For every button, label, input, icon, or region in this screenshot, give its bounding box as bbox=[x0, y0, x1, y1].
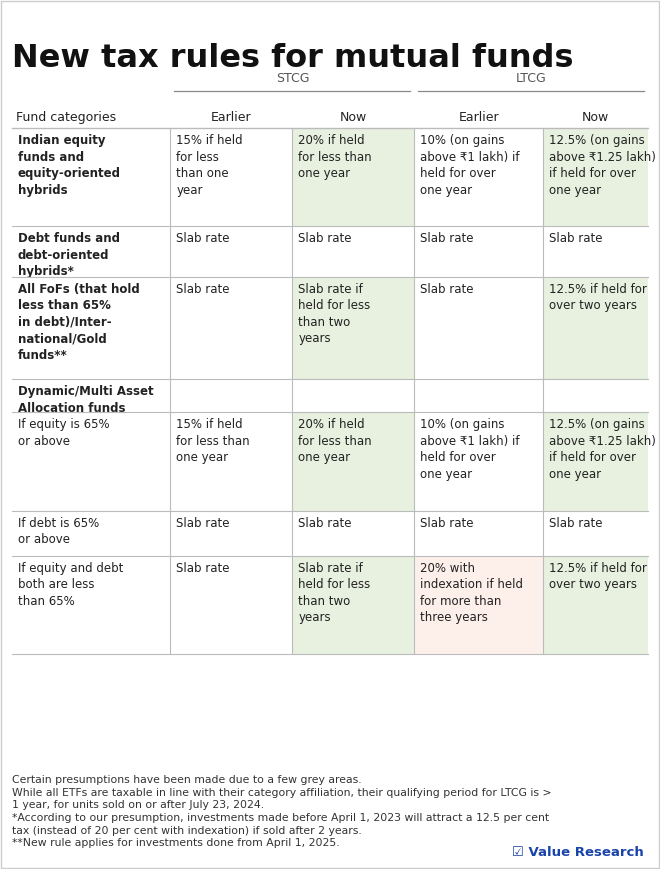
Text: 1 year, for units sold on or after July 23, 2024.: 1 year, for units sold on or after July … bbox=[12, 800, 264, 811]
Text: 12.5% (on gains
above ₹1.25 lakh)
if held for over
one year: 12.5% (on gains above ₹1.25 lakh) if hel… bbox=[549, 134, 656, 196]
Text: Earlier: Earlier bbox=[211, 111, 251, 124]
Text: 15% if held
for less than
one year: 15% if held for less than one year bbox=[176, 418, 250, 464]
Text: All FoFs (that hold
less than 65%
in debt)/Inter-
national/Gold
funds**: All FoFs (that hold less than 65% in deb… bbox=[18, 282, 140, 362]
Text: Slab rate: Slab rate bbox=[176, 516, 230, 529]
Text: Indian equity
funds and
equity-oriented
hybrids: Indian equity funds and equity-oriented … bbox=[18, 134, 121, 196]
Text: If debt is 65%
or above: If debt is 65% or above bbox=[18, 516, 99, 546]
Text: 20% with
indexation if held
for more than
three years: 20% with indexation if held for more tha… bbox=[420, 561, 523, 624]
Bar bbox=[543, 556, 648, 654]
Bar bbox=[543, 129, 648, 227]
Text: STCG: STCG bbox=[276, 72, 309, 85]
Text: Slab rate: Slab rate bbox=[176, 561, 230, 574]
Text: Slab rate if
held for less
than two
years: Slab rate if held for less than two year… bbox=[298, 561, 371, 624]
Text: 20% if held
for less than
one year: 20% if held for less than one year bbox=[298, 134, 372, 180]
Text: 20% if held
for less than
one year: 20% if held for less than one year bbox=[298, 418, 372, 464]
Text: Dynamic/Multi Asset
Allocation funds: Dynamic/Multi Asset Allocation funds bbox=[18, 385, 154, 415]
Bar bbox=[292, 129, 414, 227]
Text: Slab rate: Slab rate bbox=[298, 516, 352, 529]
Text: New tax rules for mutual funds: New tax rules for mutual funds bbox=[12, 43, 574, 75]
Bar bbox=[543, 413, 648, 511]
Text: tax (instead of 20 per cent with indexation) if sold after 2 years.: tax (instead of 20 per cent with indexat… bbox=[12, 826, 362, 836]
Text: **New rule applies for investments done from April 1, 2025.: **New rule applies for investments done … bbox=[12, 838, 339, 848]
Text: *According to our presumption, investments made before April 1, 2023 will attrac: *According to our presumption, investmen… bbox=[12, 813, 549, 823]
Text: Earlier: Earlier bbox=[459, 111, 499, 124]
Text: Now: Now bbox=[340, 111, 367, 124]
Bar bbox=[292, 413, 414, 511]
Text: Certain presumptions have been made due to a few grey areas.: Certain presumptions have been made due … bbox=[12, 775, 362, 786]
Text: If equity is 65%
or above: If equity is 65% or above bbox=[18, 418, 110, 448]
Text: Slab rate: Slab rate bbox=[549, 516, 603, 529]
Text: 12.5% if held for
over two years: 12.5% if held for over two years bbox=[549, 282, 647, 312]
Text: Slab rate: Slab rate bbox=[298, 232, 352, 245]
Text: ☑ Value Research: ☑ Value Research bbox=[512, 846, 644, 859]
Text: 10% (on gains
above ₹1 lakh) if
held for over
one year: 10% (on gains above ₹1 lakh) if held for… bbox=[420, 418, 520, 481]
Text: Slab rate: Slab rate bbox=[420, 516, 474, 529]
Text: Fund categories: Fund categories bbox=[16, 111, 116, 124]
Text: LTCG: LTCG bbox=[516, 72, 546, 85]
Bar bbox=[292, 556, 414, 654]
Text: Slab rate: Slab rate bbox=[420, 232, 474, 245]
Text: If equity and debt
both are less
than 65%: If equity and debt both are less than 65… bbox=[18, 561, 123, 607]
Bar bbox=[414, 556, 543, 654]
Text: Slab rate: Slab rate bbox=[420, 282, 474, 295]
Text: 12.5% (on gains
above ₹1.25 lakh)
if held for over
one year: 12.5% (on gains above ₹1.25 lakh) if hel… bbox=[549, 418, 656, 481]
Text: Slab rate: Slab rate bbox=[176, 232, 230, 245]
Text: Debt funds and
debt-oriented
hybrids*: Debt funds and debt-oriented hybrids* bbox=[18, 232, 120, 278]
Text: Slab rate: Slab rate bbox=[549, 232, 603, 245]
Bar bbox=[292, 277, 414, 380]
Text: 15% if held
for less
than one
year: 15% if held for less than one year bbox=[176, 134, 243, 196]
Text: Slab rate if
held for less
than two
years: Slab rate if held for less than two year… bbox=[298, 282, 371, 345]
Text: Slab rate: Slab rate bbox=[176, 282, 230, 295]
Bar bbox=[543, 277, 648, 380]
Text: Now: Now bbox=[582, 111, 609, 124]
Text: 12.5% if held for
over two years: 12.5% if held for over two years bbox=[549, 561, 647, 591]
Text: While all ETFs are taxable in line with their category affiliation, their qualif: While all ETFs are taxable in line with … bbox=[12, 787, 552, 798]
Text: 10% (on gains
above ₹1 lakh) if
held for over
one year: 10% (on gains above ₹1 lakh) if held for… bbox=[420, 134, 520, 196]
